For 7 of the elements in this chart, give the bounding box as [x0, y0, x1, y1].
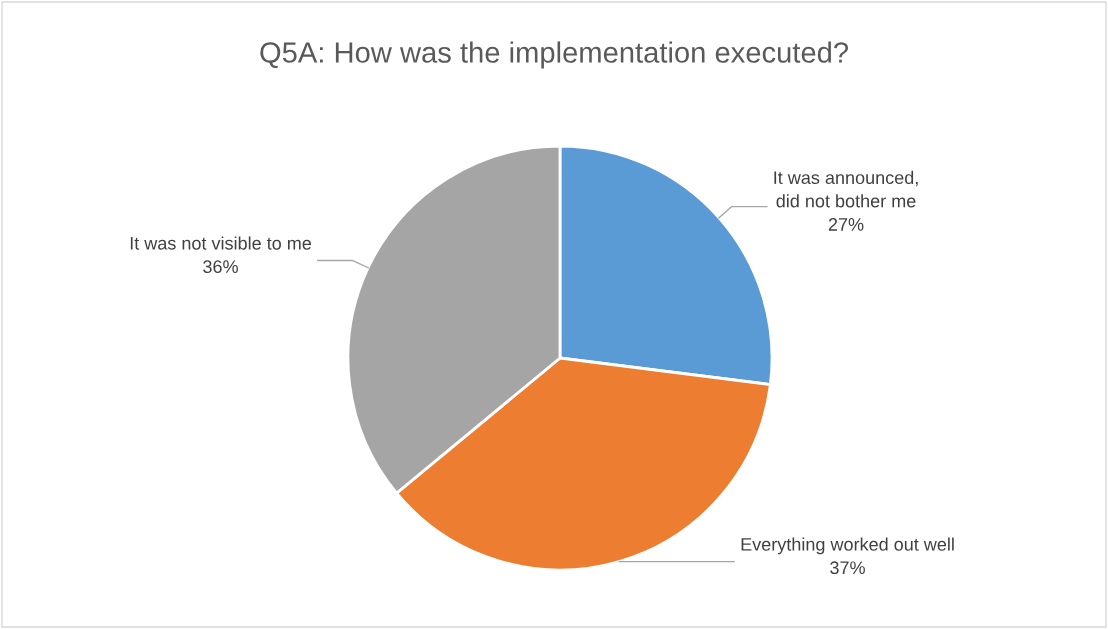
slice-label: It was announced, did not bother me — [774, 170, 918, 208]
data-label: 36% — [203, 260, 238, 274]
chart-title: Q5A: How was the implementation executed? — [260, 41, 848, 69]
data-label: 27% — [828, 218, 864, 231]
slice-label: It was not visible to me — [130, 236, 312, 250]
slice-label: Everything worked out well — [741, 537, 954, 555]
data-label: 37% — [830, 561, 865, 575]
